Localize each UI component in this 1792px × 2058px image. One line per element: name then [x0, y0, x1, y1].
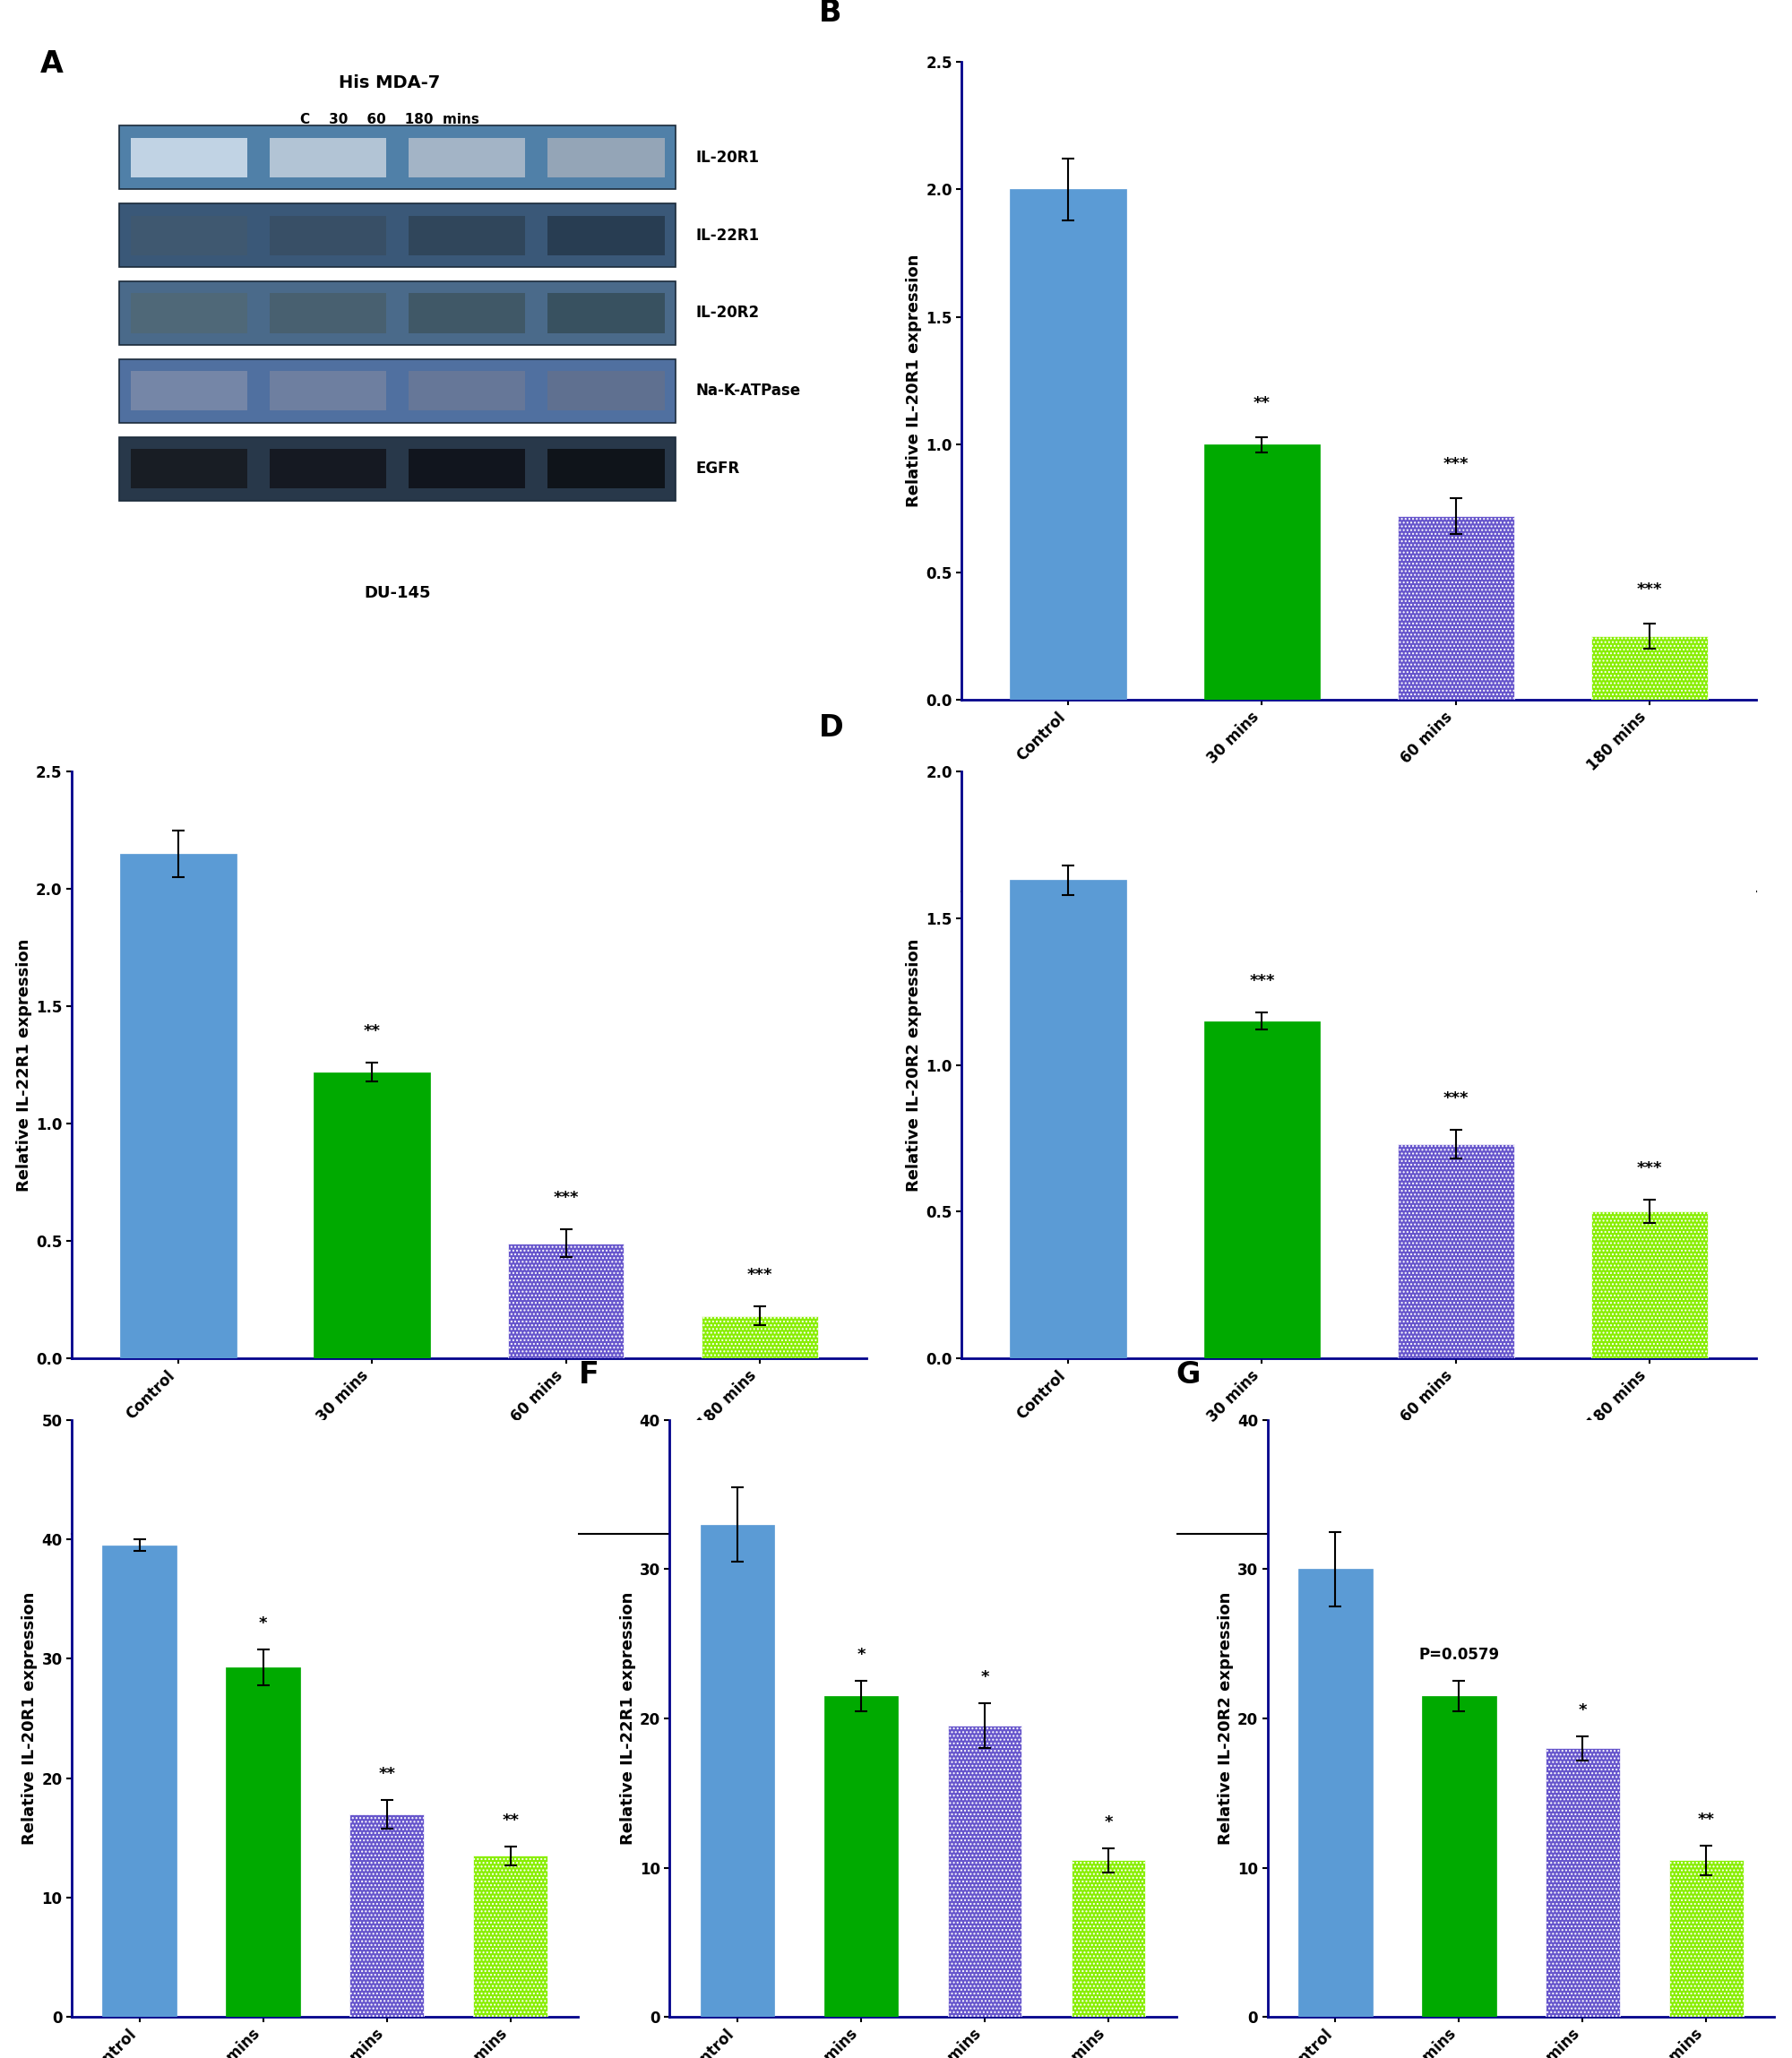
Bar	[409, 138, 525, 177]
Bar	[120, 126, 676, 189]
Bar	[701, 1525, 774, 2017]
Text: His MDA-7: His MDA-7	[339, 74, 441, 91]
Bar	[269, 216, 387, 255]
Text: **: **	[1253, 395, 1271, 412]
Bar	[120, 204, 676, 268]
Y-axis label: Relative IL-20R2 expression: Relative IL-20R2 expression	[907, 938, 923, 1192]
Text: ***: ***	[1443, 1091, 1468, 1105]
Bar	[409, 449, 525, 488]
Bar	[102, 1546, 177, 2017]
Bar	[269, 449, 387, 488]
Bar	[548, 294, 665, 333]
Bar	[131, 370, 247, 412]
Bar	[473, 1856, 547, 2017]
Text: **: **	[364, 1023, 380, 1039]
Bar	[1204, 445, 1321, 700]
Y-axis label: Relative IL-20R1 expression: Relative IL-20R1 expression	[907, 255, 923, 506]
Bar	[314, 1072, 430, 1358]
Text: **: **	[1697, 1811, 1715, 1828]
Bar	[1204, 1021, 1321, 1358]
Text: A: A	[39, 49, 63, 78]
Text: *: *	[260, 1616, 267, 1632]
Bar	[1398, 517, 1514, 700]
Bar	[269, 294, 387, 333]
Text: *: *	[857, 1646, 866, 1663]
Text: *: *	[1579, 1702, 1586, 1718]
Bar	[548, 138, 665, 177]
Bar	[1591, 1212, 1708, 1358]
Bar	[269, 138, 387, 177]
Bar	[409, 370, 525, 412]
Text: EGFR: EGFR	[695, 461, 740, 477]
Text: His-MDA-7: His-MDA-7	[1312, 930, 1407, 945]
Bar	[1011, 881, 1127, 1358]
Bar	[1011, 189, 1127, 700]
Y-axis label: Relative IL-20R2 expression: Relative IL-20R2 expression	[1217, 1593, 1233, 1844]
Bar	[409, 294, 525, 333]
Text: F: F	[579, 1360, 599, 1389]
Text: His-MDA-7: His-MDA-7	[421, 1570, 516, 1585]
Bar	[548, 216, 665, 255]
Bar	[507, 1243, 624, 1358]
Text: P=0.0579: P=0.0579	[1419, 1646, 1500, 1663]
Text: DU-145: DU-145	[364, 584, 430, 601]
Bar	[131, 449, 247, 488]
Text: G: G	[1176, 1360, 1201, 1389]
Bar	[1668, 1860, 1744, 2017]
Bar	[1299, 1568, 1373, 2017]
Text: **: **	[502, 1813, 520, 1828]
Text: His-MDA-7: His-MDA-7	[1312, 1570, 1407, 1585]
Bar	[131, 216, 247, 255]
Bar	[120, 854, 237, 1358]
Text: ***: ***	[1636, 582, 1663, 597]
Bar	[548, 449, 665, 488]
Bar	[120, 436, 676, 500]
Text: ***: ***	[554, 1190, 579, 1206]
Bar	[1421, 1696, 1496, 2017]
Text: C    30    60    180  mins: C 30 60 180 mins	[299, 113, 478, 126]
Text: ***: ***	[1636, 1161, 1663, 1177]
Bar	[701, 1315, 817, 1358]
Bar	[226, 1667, 301, 2017]
Bar	[120, 358, 676, 422]
Text: ***: ***	[747, 1268, 772, 1284]
Text: B: B	[819, 0, 842, 27]
Bar	[269, 370, 387, 412]
Bar	[824, 1696, 898, 2017]
Bar	[1398, 1144, 1514, 1358]
Text: D: D	[819, 714, 844, 743]
Text: IL-22R1: IL-22R1	[695, 226, 760, 243]
Y-axis label: Relative IL-20R1 expression: Relative IL-20R1 expression	[22, 1593, 38, 1844]
Bar	[131, 294, 247, 333]
Text: *: *	[1104, 1815, 1113, 1830]
Bar	[1591, 636, 1708, 700]
Text: IL-20R1: IL-20R1	[695, 150, 760, 165]
Bar	[1072, 1860, 1145, 2017]
Y-axis label: Relative IL-22R1 expression: Relative IL-22R1 expression	[16, 938, 32, 1192]
Bar	[131, 138, 247, 177]
Bar	[120, 282, 676, 346]
Y-axis label: Relative IL-22R1 expression: Relative IL-22R1 expression	[620, 1593, 636, 1844]
Bar	[548, 370, 665, 412]
Text: **: **	[378, 1766, 396, 1782]
Bar	[948, 1727, 1021, 2017]
Text: IL-20R2: IL-20R2	[695, 305, 760, 321]
Bar	[409, 216, 525, 255]
Bar	[349, 1813, 425, 2017]
Text: ***: ***	[1443, 457, 1468, 473]
Bar	[1545, 1747, 1620, 2017]
Text: ***: ***	[1249, 973, 1274, 988]
Text: *: *	[980, 1669, 989, 1686]
Text: Na-K-ATPase: Na-K-ATPase	[695, 383, 801, 399]
